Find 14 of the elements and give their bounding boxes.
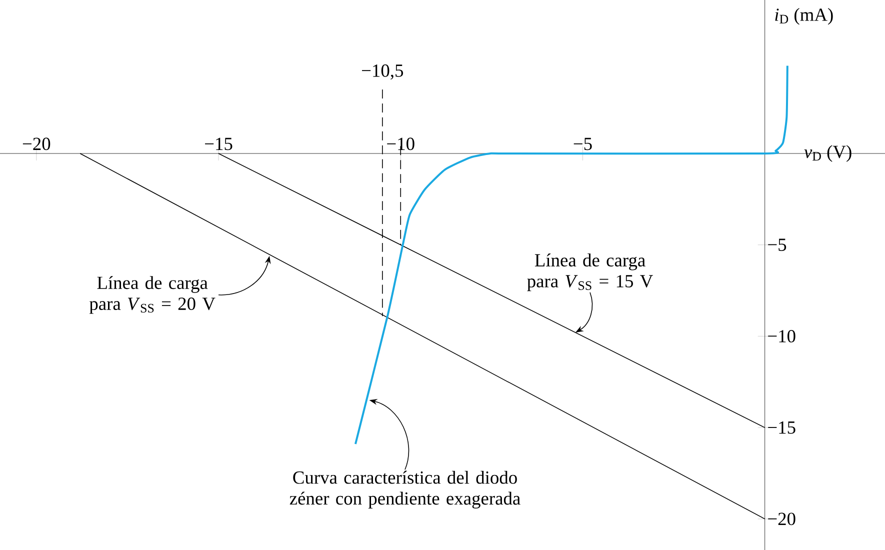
y-axis-title: i$_{D}$ (mA)	[775, 8, 833, 25]
x-tick-label: −5	[574, 138, 592, 150]
x-tick-label: −10	[387, 138, 414, 150]
x-axis-title: v$_{D}$ (V)	[804, 145, 852, 162]
annotation: −10,5	[362, 64, 404, 80]
x-tick-label: −20	[22, 138, 50, 150]
annotation: Línea de carga para V$_{SS}$ = 15 V	[527, 254, 653, 292]
y-tick-label: −10	[768, 330, 796, 342]
annotation: Línea de carga para V$_{SS}$ = 20 V	[89, 276, 216, 314]
y-tick-label: −15	[768, 421, 796, 434]
y-tick-label: −5	[768, 238, 786, 251]
x-tick-label: −15	[205, 138, 232, 150]
y-tick-label: −20	[768, 512, 796, 526]
annotation: Curva característica del diodo zéner con pendiente exagerada	[290, 470, 520, 509]
